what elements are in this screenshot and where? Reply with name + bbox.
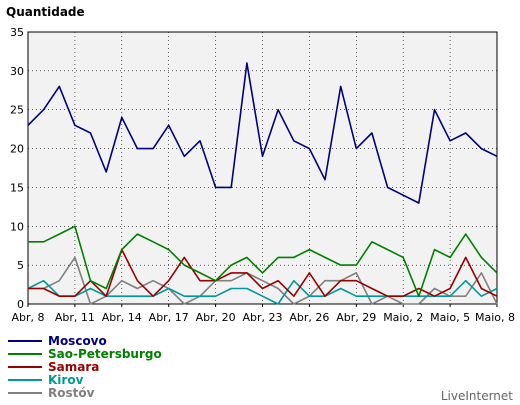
y-tick-label: 10 — [10, 220, 24, 233]
x-tick-label: Abr, 26 — [289, 311, 329, 324]
x-tick-label: Maio, 2 — [383, 311, 423, 324]
x-tick-label: Maio, 5 — [430, 311, 470, 324]
legend-label-samara: Samara — [48, 360, 99, 374]
y-tick-label: 35 — [10, 26, 24, 39]
series-line-samara — [28, 248, 498, 298]
y-tick-label: 20 — [10, 143, 24, 156]
x-tick-label: Maio, 8 — [475, 311, 515, 324]
x-tick-label: Abr, 14 — [102, 311, 142, 324]
y-tick-label: 30 — [10, 65, 24, 78]
x-tick-label: Abr, 11 — [55, 311, 95, 324]
x-tick-label: Abr, 23 — [242, 311, 282, 324]
series-line-sao-petersburgo — [28, 225, 498, 298]
legend-label-kirov: Kirov — [48, 373, 84, 387]
legend-label-moscovo: Moscovo — [48, 334, 107, 348]
x-tick-label: Abr, 8 — [11, 311, 44, 324]
series-line-moscovo — [27, 62, 498, 204]
y-tick-label: 15 — [10, 181, 24, 194]
legend-label-rost-v: Rostóv — [48, 386, 95, 400]
x-tick-label: Abr, 17 — [149, 311, 189, 324]
y-axis-label: Quantidade — [6, 5, 85, 19]
legend-label-sao-petersburgo: Sao-Petersburgo — [48, 347, 162, 361]
x-tick-label: Abr, 29 — [336, 311, 376, 324]
y-tick-label: 25 — [10, 104, 24, 117]
plot-frame — [27, 31, 498, 305]
watermark-label: LiveInternet — [441, 389, 513, 403]
y-tick-label: 0 — [17, 298, 24, 311]
x-tick-label: Abr, 20 — [196, 311, 236, 324]
y-tick-label: 5 — [17, 259, 24, 272]
